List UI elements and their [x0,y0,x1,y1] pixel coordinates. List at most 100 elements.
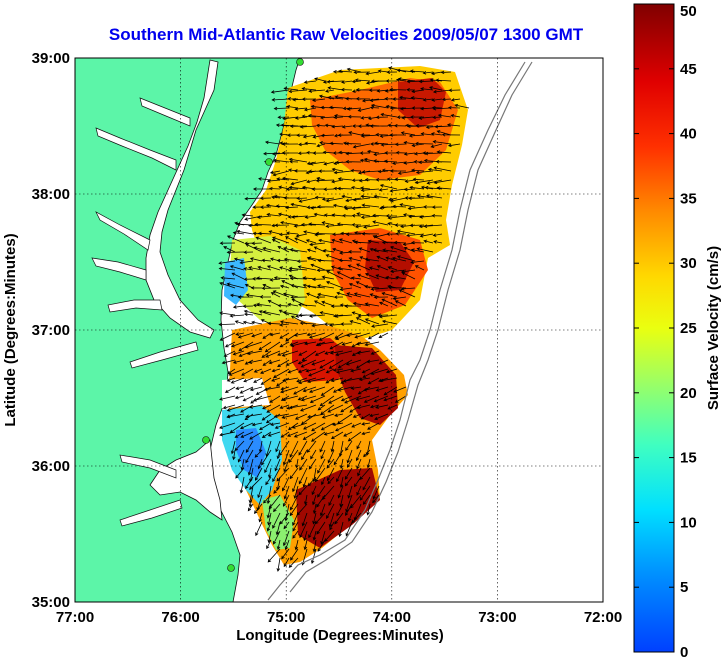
velocity-arrow [338,258,353,263]
velocity-arrow [316,205,335,209]
velocity-arrow [249,431,263,440]
velocity-arrow [330,377,344,383]
velocity-arrow [306,332,317,337]
velocity-arrow [266,265,281,271]
colorbar-label: Surface Velocity (cm/s) [705,246,722,410]
velocity-arrow [317,404,326,411]
velocity-arrow [370,368,389,375]
velocity-arrow [277,359,290,368]
velocity-arrow [273,276,290,280]
velocity-arrow [290,315,308,325]
velocity-arrow [305,368,317,373]
velocity-arrow [248,223,263,228]
velocity-arrow [301,97,317,101]
velocity-arrow [281,176,299,181]
velocity-arrow [317,485,326,498]
velocity-arrow [284,236,299,244]
velocity-arrow [282,377,299,382]
y-axis-label: Latitude (Degrees:Minutes) [2,233,19,426]
velocity-arrow [219,431,236,437]
velocity-arrow [410,168,425,173]
velocity-arrow [412,177,425,182]
velocity-arrow [266,485,272,505]
velocity-arrow [284,205,299,210]
velocity-arrow [321,221,335,226]
velocity-arrow [394,223,407,227]
velocity-arrow [258,512,263,523]
velocity-arrow [282,476,290,492]
velocity-arrow [271,377,281,382]
velocity-arrow [381,298,398,307]
velocity-arrow [355,88,371,92]
velocity-arrow [294,107,308,111]
velocity-arrow [268,467,272,479]
velocity-arrow [333,449,344,466]
velocity-arrow [427,167,443,172]
velocity-arrow [316,494,326,508]
velocity-arrow [436,130,452,136]
velocity-arrow [299,458,308,471]
velocity-arrow [418,116,434,120]
velocity-arrow [366,149,380,154]
velocity-arrow [351,223,362,227]
velocity-arrow [232,305,245,309]
velocity-arrow [251,320,263,325]
velocity-arrow [332,247,344,253]
velocity-arrow [403,187,416,192]
velocity-arrow [365,71,380,76]
velocity-arrow [226,413,245,419]
velocity-arrow [435,159,452,164]
y-tick-label: 39:00 [32,50,70,67]
bay-water [145,59,219,339]
velocity-arrow [408,196,425,201]
velocity-arrow [364,318,380,325]
velocity-arrow [448,88,461,93]
velocity-arrow [385,214,398,218]
velocity-arrow [317,258,335,263]
velocity-arrow [293,332,308,337]
velocity-arrow [395,231,407,236]
velocity-arrow [260,377,272,385]
velocity-arrow [356,212,371,217]
velocity-arrow [300,222,317,227]
velocity-arrow [311,187,326,191]
velocity-arrow [219,332,236,341]
velocity-arrow [435,78,452,83]
velocity-arrow [329,141,344,146]
velocity-arrow [409,69,425,73]
velocity-arrow [382,248,398,253]
velocity-arrow [362,494,371,505]
velocity-arrow [301,114,317,119]
velocity-arrow [351,422,362,428]
velocity-arrow [398,289,416,298]
velocity-arrow [258,177,272,181]
velocity-arrow [279,132,290,137]
velocity-arrow [245,449,254,464]
velocity-arrow [345,159,362,164]
velocity-arrow [310,548,317,565]
velocity-arrow [400,287,416,291]
velocity-arrow [388,197,398,202]
velocity-arrow [361,170,380,174]
velocity-arrow [367,422,380,430]
velocity-arrow [352,413,362,418]
velocity-arrow [437,113,452,118]
velocity-arrow [233,257,245,262]
velocity-arrow [454,103,470,109]
velocity-arrow [378,359,389,365]
velocity-arrow [338,521,344,538]
velocity-arrow [312,539,317,553]
velocity-arrow [353,70,371,75]
velocity-arrow [251,277,263,281]
velocity-arrow [432,89,452,94]
velocity-arrow [269,395,281,403]
velocity-arrow [327,95,344,100]
velocity-arrow [352,143,371,149]
velocity-arrow [372,494,380,504]
velocity-arrow [392,97,407,101]
velocity-arrow [346,107,362,111]
velocity-arrow [224,341,236,348]
velocity-arrow [281,413,299,419]
velocity-arrow [314,467,326,483]
velocity-arrow [340,404,353,413]
